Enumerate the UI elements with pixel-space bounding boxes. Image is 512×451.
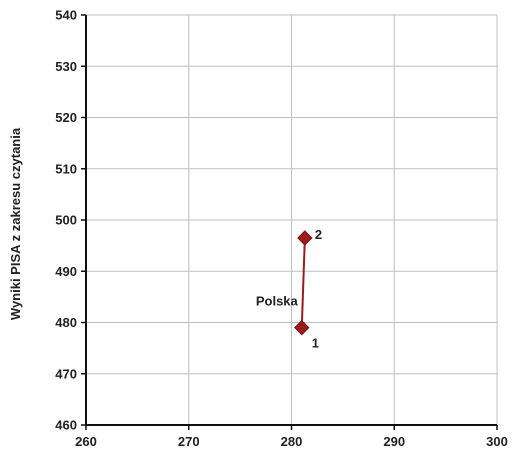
x-tick-label: 290 <box>383 434 405 449</box>
y-tick-label: 460 <box>55 418 77 433</box>
y-tick-label: 490 <box>55 264 77 279</box>
series-line <box>300 237 306 328</box>
y-tick-label: 530 <box>55 59 77 74</box>
y-tick-label: 480 <box>55 315 77 330</box>
x-tick-label: 270 <box>178 434 200 449</box>
data-series: 1 2 Polska <box>256 227 322 351</box>
data-point <box>294 319 310 336</box>
y-tick-label: 540 <box>55 8 77 23</box>
x-tick-label: 300 <box>486 434 508 449</box>
grid-lines <box>86 14 498 425</box>
data-point <box>297 230 313 246</box>
axes <box>81 14 498 430</box>
x-tick-label: 280 <box>281 434 303 449</box>
y-tick-label: 500 <box>55 213 77 228</box>
x-tick-label: 260 <box>75 434 97 449</box>
y-tick-label: 520 <box>55 110 77 125</box>
point-label: 2 <box>315 227 322 242</box>
y-tick-label: 470 <box>55 366 77 381</box>
y-axis-title: Wyniki PISA z zakresu czytania <box>8 127 23 320</box>
tick-labels: 460 470 480 490 500 510 520 530 540 260 270 280 290 3… <box>55 8 508 450</box>
series-name-label: Polska <box>256 294 299 309</box>
point-label: 1 <box>312 336 319 351</box>
y-tick-label: 510 <box>55 161 77 176</box>
